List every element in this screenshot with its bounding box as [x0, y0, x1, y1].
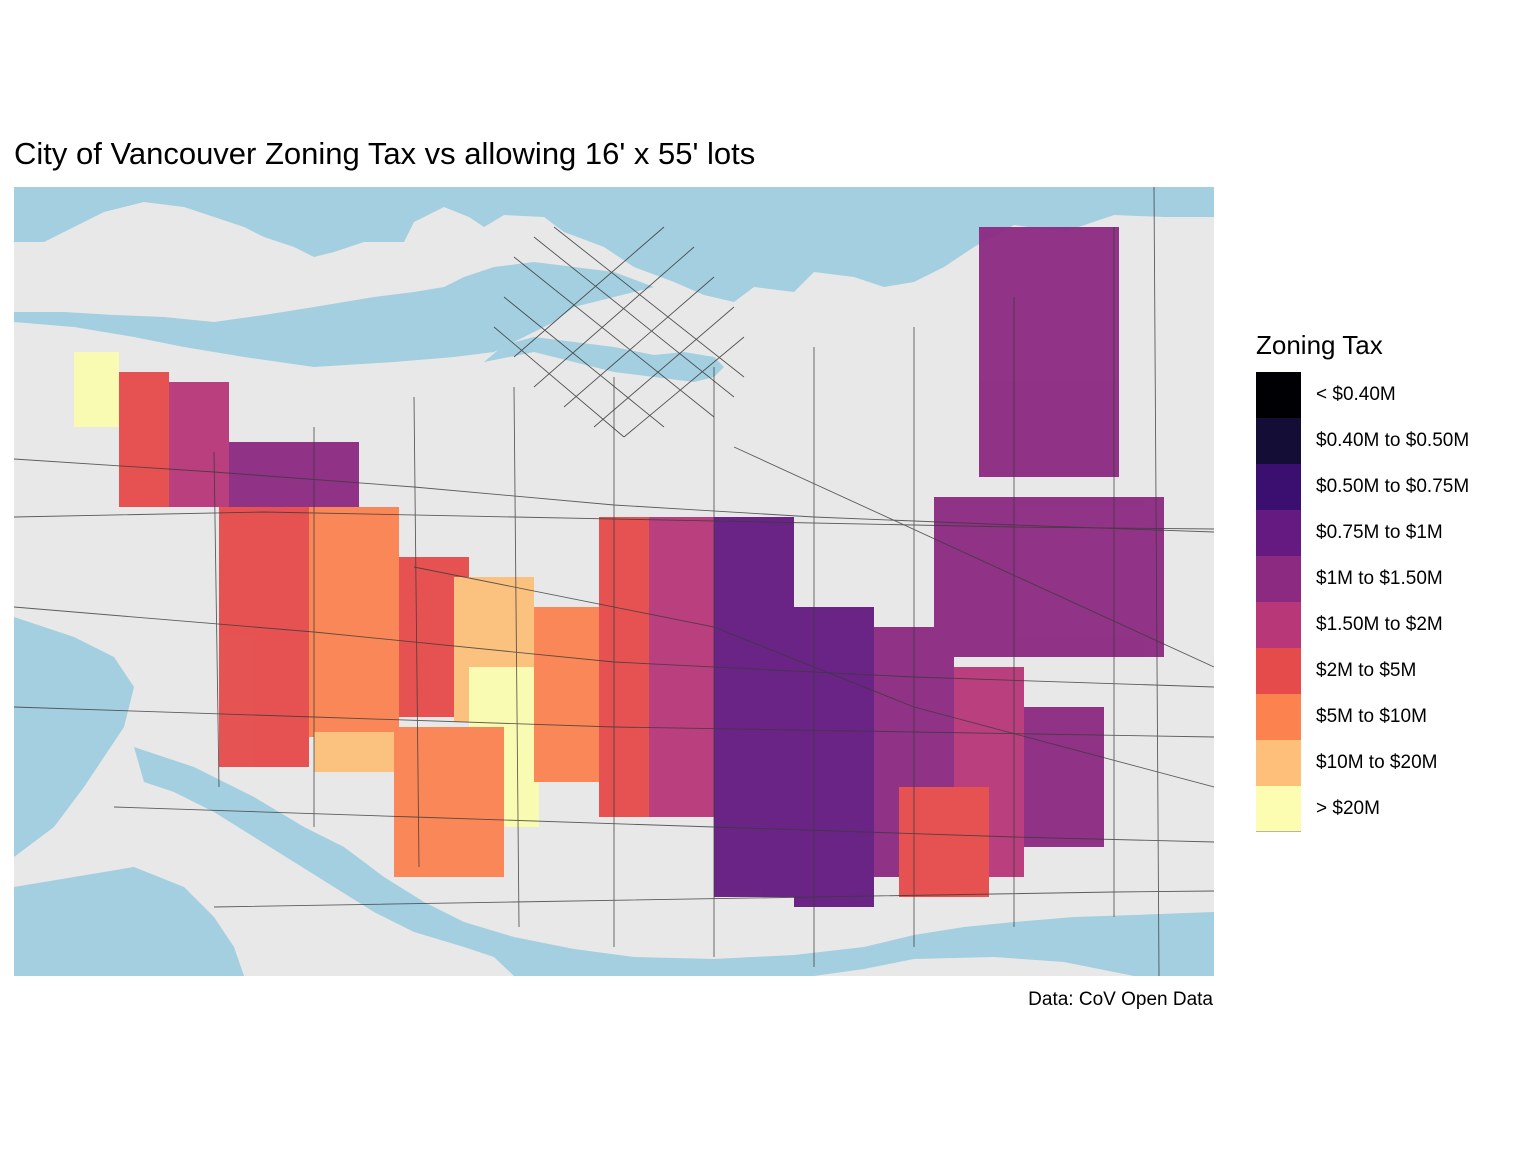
- legend-items: < $0.40M $0.40M to $0.50M $0.50M to $0.75M…: [1256, 372, 1526, 832]
- legend-item: > $20M: [1256, 786, 1526, 832]
- water-bodies: [14, 187, 1214, 976]
- legend-title: Zoning Tax: [1256, 330, 1383, 360]
- zoning-lots: [74, 227, 1164, 907]
- sea-island-water: [14, 867, 244, 976]
- legend-swatch: [1256, 602, 1301, 648]
- map-title: City of Vancouver Zoning Tax vs allowing…: [14, 136, 756, 171]
- legend-item: $0.40M to $0.50M: [1256, 418, 1526, 464]
- legend-label: $1M to $1.50M: [1316, 568, 1443, 589]
- legend: Zoning Tax < $0.40M $0.40M to $0.50M $0.50…: [1256, 327, 1526, 832]
- downtown-grid: [493, 226, 745, 438]
- legend-swatch: [1256, 740, 1301, 786]
- legend-swatch: [1256, 464, 1301, 510]
- legend-label: $5M to $10M: [1316, 706, 1427, 727]
- map-panel: [14, 187, 1214, 976]
- legend-label: $10M to $20M: [1316, 752, 1438, 773]
- legend-label: $0.75M to $1M: [1316, 522, 1443, 543]
- data-source-caption: Data: CoV Open Data: [1028, 989, 1213, 1010]
- legend-item: $10M to $20M: [1256, 740, 1526, 786]
- street-network: [14, 187, 1214, 976]
- legend-swatch: [1256, 694, 1301, 740]
- legend-label: > $20M: [1316, 798, 1380, 819]
- legend-item: $1.50M to $2M: [1256, 602, 1526, 648]
- legend-label: < $0.40M: [1316, 384, 1396, 405]
- legend-item: $0.75M to $1M: [1256, 510, 1526, 556]
- legend-swatch: [1256, 556, 1301, 602]
- false-creek: [484, 337, 724, 382]
- fraser-river-north-arm: [14, 617, 134, 857]
- legend-swatch: [1256, 510, 1301, 556]
- legend-swatch: [1256, 648, 1301, 694]
- legend-label: $2M to $5M: [1316, 660, 1417, 681]
- fraser-river-channel: [134, 747, 1214, 976]
- english-bay: [14, 262, 654, 367]
- legend-item: $1M to $1.50M: [1256, 556, 1526, 602]
- legend-label: $0.50M to $0.75M: [1316, 476, 1470, 497]
- legend-item: $0.50M to $0.75M: [1256, 464, 1526, 510]
- legend-item: < $0.40M: [1256, 372, 1526, 418]
- legend-item: $5M to $10M: [1256, 694, 1526, 740]
- legend-item: $2M to $5M: [1256, 648, 1526, 694]
- legend-label: $1.50M to $2M: [1316, 614, 1443, 635]
- legend-swatch: [1256, 418, 1301, 464]
- legend-swatch: [1256, 372, 1301, 418]
- legend-swatch: [1256, 786, 1301, 832]
- burrard-inlet: [14, 187, 1214, 302]
- legend-label: $0.40M to $0.50M: [1316, 430, 1470, 451]
